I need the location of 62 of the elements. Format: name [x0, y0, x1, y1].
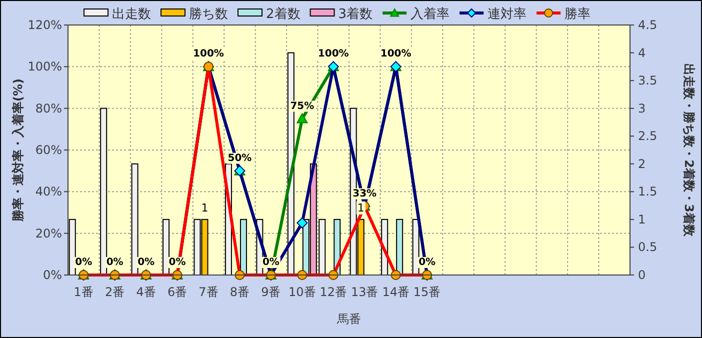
legend-label: 入着率: [410, 6, 450, 22]
legend-label: 連対率: [488, 6, 527, 22]
x-axis-title: 馬番: [336, 312, 361, 326]
data-label: 0%: [418, 257, 436, 268]
bar: [100, 108, 108, 276]
legend-label: 出走数: [112, 7, 151, 22]
y2-tick-label: 0: [638, 268, 646, 282]
x-tick-label: 14番: [382, 285, 410, 299]
y2-tick-label: 3: [638, 101, 646, 116]
data-label: 100%: [380, 48, 412, 60]
x-tick-label: 8番: [230, 285, 250, 299]
y-tick-label: 40%: [35, 184, 62, 199]
point: [296, 113, 308, 124]
y2-axis-title: 出走数・勝ち数・2着数・3着数: [682, 64, 696, 238]
y2-tick-label: 4.5: [638, 18, 658, 32]
bar: [131, 163, 138, 276]
data-label: 0%: [75, 257, 92, 268]
bar: [318, 218, 326, 276]
data-label: 75%: [290, 100, 314, 112]
y-tick-label: 20%: [35, 226, 62, 240]
point: [296, 217, 308, 228]
x-tick-label: 9番: [261, 285, 281, 299]
data-label: 0%: [138, 257, 155, 268]
x-tick-label: 2番: [105, 285, 125, 299]
y-tick-label: 80%: [35, 101, 62, 116]
data-label: 50%: [228, 152, 252, 164]
legend-label: 勝ち数: [189, 7, 228, 22]
x-tick-label: 1番: [74, 285, 94, 299]
legend-label: 勝率: [564, 6, 591, 22]
data-label: 1: [201, 201, 208, 214]
y2-tick-label: 1.5: [638, 184, 658, 199]
y-tick-label: 0%: [42, 268, 62, 282]
y2-tick-label: 0.5: [638, 240, 658, 254]
data-label: 100%: [193, 48, 224, 60]
y-tick-label: 100%: [28, 60, 62, 74]
bar: [68, 218, 76, 276]
y2-tick-label: 4: [638, 46, 646, 60]
x-tick-label: 6番: [167, 285, 188, 299]
data-label: 1: [357, 201, 364, 214]
data-label: 0%: [106, 257, 124, 268]
y-axis-title: 勝率・連対率・入着率(%): [11, 78, 25, 222]
data-label: 100%: [318, 48, 349, 60]
data-label: 33%: [352, 188, 377, 200]
y2-tick-label: 1: [638, 212, 646, 226]
data-label: 0%: [262, 257, 280, 268]
x-tick-label: 4番: [136, 285, 156, 299]
bar: [396, 218, 404, 276]
y2-tick-label: 3.5: [638, 74, 658, 88]
x-tick-label: 13番: [350, 285, 378, 299]
x-tick-label: 10番: [288, 285, 316, 299]
data-label: 0%: [168, 257, 186, 268]
legend-label: 2着数: [266, 6, 300, 22]
y2-tick-label: 2.5: [638, 129, 658, 144]
y-tick-label: 120%: [28, 18, 62, 32]
bar: [240, 218, 247, 276]
y2-tick-label: 2: [638, 156, 646, 171]
x-tick-label: 15番: [413, 285, 441, 299]
y-tick-label: 60%: [35, 143, 62, 157]
x-tick-label: 7番: [198, 285, 218, 299]
bar: [162, 218, 170, 276]
legend-label: 3着数: [338, 6, 373, 22]
x-tick-label: 12番: [320, 285, 348, 299]
